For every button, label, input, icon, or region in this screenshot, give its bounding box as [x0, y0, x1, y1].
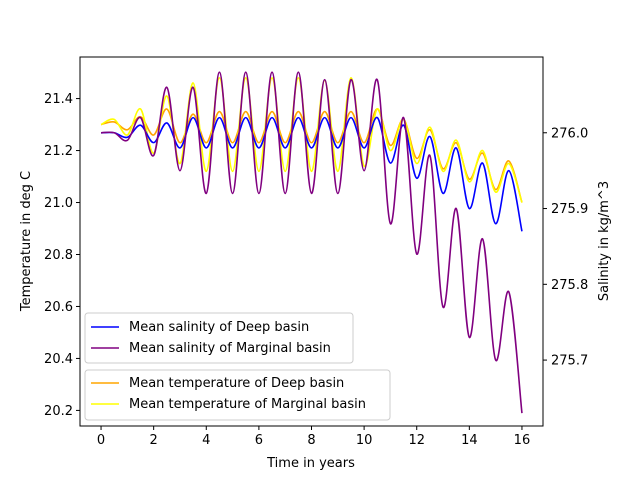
series-line-mean-salinity-of-deep-basin	[101, 116, 523, 232]
legend-label-marginal-temperature: Mean temperature of Marginal basin	[129, 397, 366, 412]
y-left-tick-label: 21.4	[44, 92, 73, 107]
y-left-tick-label: 20.8	[44, 248, 73, 263]
x-axis-title: Time in years	[266, 456, 355, 471]
y-right-tick-label: 275.7	[551, 354, 588, 369]
y-right-axis-ticks: 275.7 275.8 275.9 276.0	[543, 126, 588, 369]
legend-salinity-box	[84, 312, 354, 364]
x-tick-label: 4	[202, 433, 210, 448]
y-left-tick-label: 21.0	[44, 196, 73, 211]
x-axis-ticks: 0 2 4 6 8 10 12 14 16	[97, 426, 530, 448]
legend-temperature: Mean temperature of Deep basin Mean temp…	[84, 369, 391, 421]
x-tick-label: 6	[255, 433, 263, 448]
y-right-tick-label: 276.0	[551, 126, 588, 141]
legend-label-marginal-salinity: Mean salinity of Marginal basin	[129, 341, 331, 356]
y-left-axis-ticks: 20.2 20.4 20.6 20.8 21.0 21.2 21.4	[44, 92, 80, 419]
x-tick-label: 14	[461, 433, 478, 448]
x-tick-label: 10	[356, 433, 373, 448]
plot-lines	[100, 71, 523, 414]
y-left-tick-label: 20.4	[44, 352, 73, 367]
x-tick-label: 12	[408, 433, 425, 448]
legend-salinity: Mean salinity of Deep basin Mean salinit…	[84, 312, 354, 364]
x-tick-label: 16	[514, 433, 531, 448]
y-right-tick-label: 275.8	[551, 278, 588, 293]
y-left-tick-label: 20.2	[44, 404, 73, 419]
y-left-axis-title: Temperature in deg C	[19, 171, 34, 312]
legend-temperature-box	[84, 369, 391, 421]
y-left-tick-label: 20.6	[44, 300, 73, 315]
x-tick-label: 0	[97, 433, 105, 448]
series-line-mean-salinity-of-marginal-basin	[101, 71, 523, 414]
y-left-tick-label: 21.2	[44, 144, 73, 159]
y-right-axis-title: Salinity in kg/m^3	[597, 181, 612, 301]
legend-label-deep-temperature: Mean temperature of Deep basin	[129, 376, 344, 391]
y-right-tick-label: 275.9	[551, 202, 588, 217]
x-tick-label: 2	[150, 433, 158, 448]
legend-label-deep-salinity: Mean salinity of Deep basin	[129, 320, 309, 335]
x-tick-label: 8	[307, 433, 315, 448]
